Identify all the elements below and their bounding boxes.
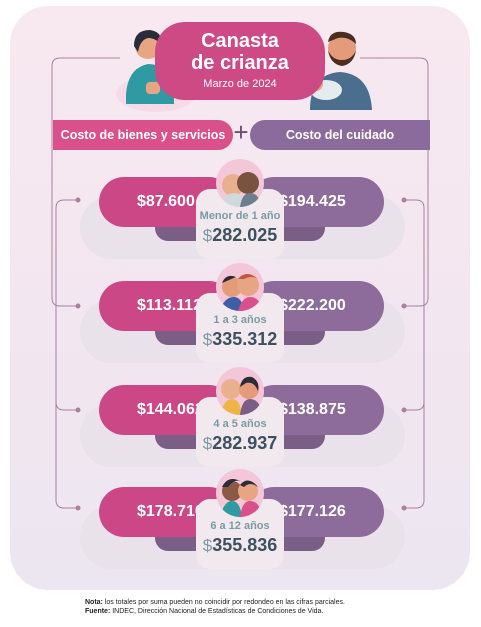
child-avatar [216, 367, 264, 415]
note-text: los totales por suma pueden no coincidir… [102, 599, 345, 606]
total-amount: 335.312 [212, 329, 278, 349]
total-value: $335.312 [196, 329, 284, 350]
age-label: 1 a 3 años [213, 314, 267, 326]
currency-sign: $ [202, 330, 213, 349]
currency-sign: $ [202, 536, 213, 555]
total-value: $355.836 [196, 535, 284, 556]
toddler-avatar [216, 263, 264, 311]
total-amount: 282.025 [212, 225, 278, 245]
title-block: Canasta de crianza Marzo de 2024 [155, 22, 325, 100]
age-label: 6 a 12 años [210, 520, 270, 532]
total-value: $282.937 [196, 433, 284, 454]
header-goods-cost: Costo de bienes y servicios [53, 120, 233, 150]
title-line-2: de crianza [191, 52, 289, 74]
total-amount: 282.937 [212, 433, 278, 453]
header-care-cost: Costo del cuidado [250, 120, 430, 150]
currency-sign: $ [202, 226, 213, 245]
age-label: 4 a 5 años [213, 418, 267, 430]
father-illustration [309, 31, 372, 110]
row-under-1-year: $87.600 $194.425 Menor de 1 año $282.025 [0, 159, 481, 281]
note-line: Nota: los totales por suma pueden no coi… [85, 598, 345, 607]
footnote: Nota: los totales por suma pueden no coi… [85, 598, 345, 616]
currency-sign: $ [202, 434, 213, 453]
title-line-1: Canasta [201, 30, 279, 52]
subtitle-date: Marzo de 2024 [203, 78, 277, 90]
total-amount: 355.836 [212, 535, 278, 555]
plus-sign: + [233, 117, 249, 147]
source-line: Fuente: INDEC, Dirección Nacional de Est… [85, 607, 345, 616]
source-label: Fuente: [85, 608, 111, 615]
row-1-to-3-years: $113.112 $222.200 1 a 3 años $335.312 [0, 263, 481, 385]
total-value: $282.025 [196, 225, 284, 246]
row-6-to-12-years: $178.710 $177.126 6 a 12 años $355.836 [0, 469, 481, 591]
source-text: INDEC, Dirección Nacional de Estadística… [110, 608, 324, 615]
row-4-to-5-years: $144.062 $138.875 4 a 5 años $282.937 [0, 367, 481, 489]
age-label: Menor de 1 año [199, 210, 281, 222]
baby-avatar [216, 159, 264, 207]
note-label: Nota: [85, 599, 103, 606]
older-child-avatar [216, 469, 264, 517]
